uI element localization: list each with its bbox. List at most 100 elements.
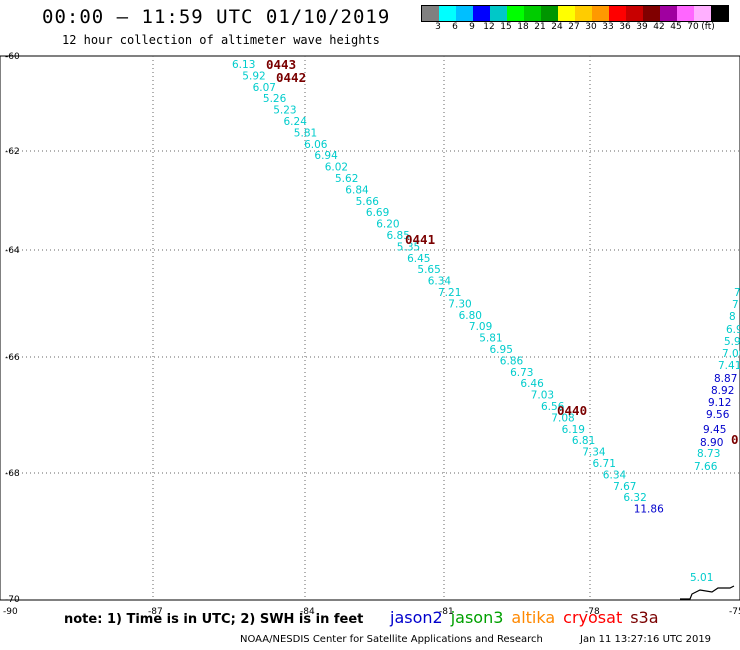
swh-observation: 7.08 bbox=[551, 412, 574, 424]
color-scale-bar bbox=[421, 5, 729, 22]
swh-observation: 7.66 bbox=[694, 461, 718, 473]
color-swatch bbox=[677, 6, 694, 21]
swh-observation: 7.03 bbox=[531, 390, 554, 402]
credit-line: NOAA/NESDIS Center for Satellite Applica… bbox=[240, 634, 543, 645]
swh-observation: 6.46 bbox=[520, 378, 544, 390]
map-frame bbox=[0, 55, 740, 601]
color-swatch bbox=[507, 6, 524, 21]
color-swatch bbox=[456, 6, 473, 21]
swh-observation: 6.45 bbox=[407, 253, 430, 265]
color-swatch bbox=[439, 6, 456, 21]
legend-item-jason2: jason2 bbox=[390, 608, 443, 627]
swh-observation: 6.80 bbox=[459, 310, 482, 322]
swh-observation: 5.81 bbox=[479, 333, 502, 345]
map-subtitle: 12 hour collection of altimeter wave hei… bbox=[62, 33, 380, 47]
swh-observation: 6.86 bbox=[500, 355, 524, 367]
legend-item-cryosat: cryosat bbox=[563, 608, 623, 627]
swh-observation: 6.34 bbox=[428, 276, 452, 288]
swh-observation: 6.32 bbox=[623, 492, 646, 504]
swh-observation: 7 bbox=[734, 287, 740, 299]
latitude-label: -64 bbox=[5, 246, 20, 256]
footnote: note: 1) Time is in UTC; 2) SWH is in fe… bbox=[64, 612, 364, 627]
color-scale-label: 6 bbox=[452, 22, 458, 32]
color-scale-label: 36 bbox=[619, 22, 631, 32]
longitude-label: -87 bbox=[148, 607, 163, 617]
color-swatch bbox=[422, 6, 439, 21]
color-swatch bbox=[643, 6, 660, 21]
swh-observation: 7.34 bbox=[582, 447, 606, 459]
swh-observation: 6.95 bbox=[490, 344, 513, 356]
generated-timestamp: Jan 11 13:27:16 UTC 2019 bbox=[580, 634, 712, 645]
swh-observation: 6.56 bbox=[541, 401, 565, 413]
color-scale-label: 18 bbox=[517, 22, 529, 32]
color-swatch bbox=[592, 6, 609, 21]
swh-observation: 6.84 bbox=[345, 184, 369, 196]
swh-observation: 5.66 bbox=[356, 196, 380, 208]
coastline bbox=[680, 585, 735, 600]
color-scale-labels: 3 6 9 12 15 18 21 24 27 30 33 36 39 42 45 70 (ft) bbox=[421, 22, 740, 34]
swh-observation: 9.12 bbox=[708, 397, 731, 409]
swh-observation: 6.71 bbox=[593, 458, 616, 470]
latitude-label: -62 bbox=[5, 147, 20, 157]
longitude-label: -78 bbox=[585, 607, 600, 617]
swh-observation: 8.90 bbox=[700, 437, 723, 449]
swh-observation: 6.94 bbox=[314, 150, 338, 162]
legend-item-jason3: jason3 bbox=[450, 608, 504, 627]
latitude-label: -66 bbox=[5, 353, 20, 363]
swh-observation: 7.67 bbox=[613, 481, 636, 493]
swh-observation: 5.81 bbox=[294, 127, 317, 139]
color-swatch bbox=[609, 6, 626, 21]
swh-observation: 8.73 bbox=[697, 448, 720, 460]
swh-observation: 8.92 bbox=[711, 385, 734, 397]
swh-observation: 6.24 bbox=[284, 116, 308, 128]
color-scale-label: 21 bbox=[534, 22, 546, 32]
latitude-label: -70 bbox=[5, 595, 20, 605]
swh-observation: 9.45 bbox=[703, 424, 726, 436]
color-swatch bbox=[575, 6, 592, 21]
swh-observation: 8.87 bbox=[714, 373, 737, 385]
color-swatch bbox=[558, 6, 575, 21]
swh-observation: 5.26 bbox=[263, 93, 287, 105]
swh-observation: 5.92 bbox=[242, 70, 265, 82]
pass-time-label: 0441 bbox=[405, 232, 435, 247]
swh-observation: 9.56 bbox=[706, 409, 730, 421]
swh-observation: 7.30 bbox=[448, 298, 471, 310]
color-swatch bbox=[694, 6, 711, 21]
swh-observation: 5.9 bbox=[724, 336, 740, 348]
color-scale-label: (ft) bbox=[701, 22, 715, 32]
color-scale-label: 70 bbox=[687, 22, 699, 32]
pass-time-label: 0442 bbox=[276, 70, 306, 85]
swh-observation: 6.13 bbox=[232, 59, 255, 71]
latitude-label: -60 bbox=[5, 52, 20, 62]
swh-observation: 6.20 bbox=[376, 219, 399, 231]
swh-observation: 8 bbox=[729, 311, 736, 323]
color-scale-label: 24 bbox=[551, 22, 563, 32]
swh-observation: 6.07 bbox=[253, 82, 276, 94]
color-swatch bbox=[660, 6, 677, 21]
color-swatch bbox=[626, 6, 643, 21]
latitude-label: -68 bbox=[5, 469, 20, 479]
swh-observation: 7.09 bbox=[469, 321, 492, 333]
swh-observation: 6.9 bbox=[726, 324, 740, 336]
swh-observation: 7.41 bbox=[718, 360, 740, 372]
color-scale-label: 45 bbox=[670, 22, 682, 32]
color-scale-label: 3 bbox=[435, 22, 441, 32]
swh-observation: 5.23 bbox=[273, 105, 296, 117]
color-scale-label: 39 bbox=[636, 22, 648, 32]
swh-observation: 6.81 bbox=[572, 435, 595, 447]
swh-observation: 6.19 bbox=[562, 424, 585, 436]
swh-observation: 6.85 bbox=[387, 230, 410, 242]
swh-observation: 7.00 bbox=[722, 348, 740, 360]
swh-observation: 6.69 bbox=[366, 207, 389, 219]
longitude-label: -75 bbox=[729, 607, 740, 617]
legend-item-altika: altika bbox=[511, 608, 556, 627]
longitude-label: -90 bbox=[3, 607, 18, 617]
longitude-label: -84 bbox=[300, 607, 315, 617]
swh-observation: 7 bbox=[732, 299, 739, 311]
pass-time-label: 0443 bbox=[266, 57, 296, 72]
color-swatch bbox=[473, 6, 490, 21]
swh-observation: 7.21 bbox=[438, 287, 461, 299]
color-swatch bbox=[541, 6, 558, 21]
pass-time-label: 0440 bbox=[557, 403, 587, 418]
